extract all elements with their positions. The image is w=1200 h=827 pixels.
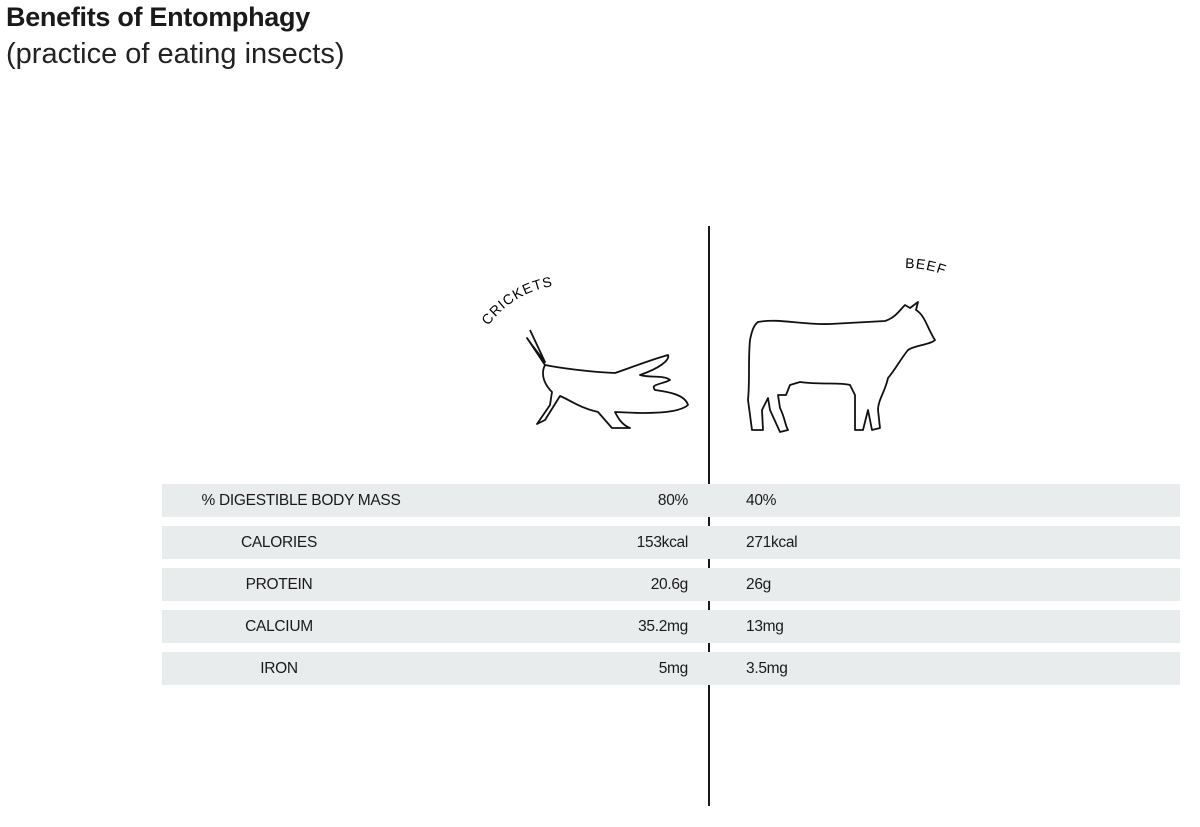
table-row: PROTEIN 20.6g 26g	[162, 568, 1180, 601]
crickets-value: 80%	[657, 492, 688, 509]
crickets-value: 20.6g	[650, 576, 689, 593]
cricket-icon	[526, 329, 689, 429]
row-label: % DIGESTIBLE BODY MASS	[201, 492, 401, 509]
beef-value: 271kcal	[746, 534, 798, 551]
crickets-value: 35.2mg	[638, 618, 688, 635]
page-title: Benefits of Entomphagy	[6, 2, 310, 32]
row-label: PROTEIN	[245, 576, 313, 593]
column-header-crickets: CRICKETS	[478, 273, 554, 328]
row-label: IRON	[260, 660, 298, 677]
table-row: CALORIES 153kcal 271kcal	[162, 526, 1180, 559]
beef-value: 13mg	[746, 618, 784, 635]
crickets-value: 153kcal	[636, 534, 689, 551]
table-row: CALCIUM 35.2mg 13mg	[162, 610, 1180, 643]
illustrations: CRICKETS BEEF	[478, 255, 949, 433]
cow-icon	[747, 301, 936, 433]
row-label: CALCIUM	[245, 618, 313, 635]
page-subtitle: (practice of eating insects)	[6, 38, 345, 70]
beef-value: 26g	[746, 576, 771, 593]
table-row: IRON 5mg 3.5mg	[162, 652, 1180, 685]
row-label: CALORIES	[241, 534, 317, 551]
table-row: % DIGESTIBLE BODY MASS 80% 40%	[162, 484, 1180, 517]
column-header-beef: BEEF	[905, 255, 949, 278]
beef-value: 40%	[746, 492, 777, 509]
crickets-value: 5mg	[658, 660, 689, 677]
beef-value: 3.5mg	[746, 660, 788, 677]
